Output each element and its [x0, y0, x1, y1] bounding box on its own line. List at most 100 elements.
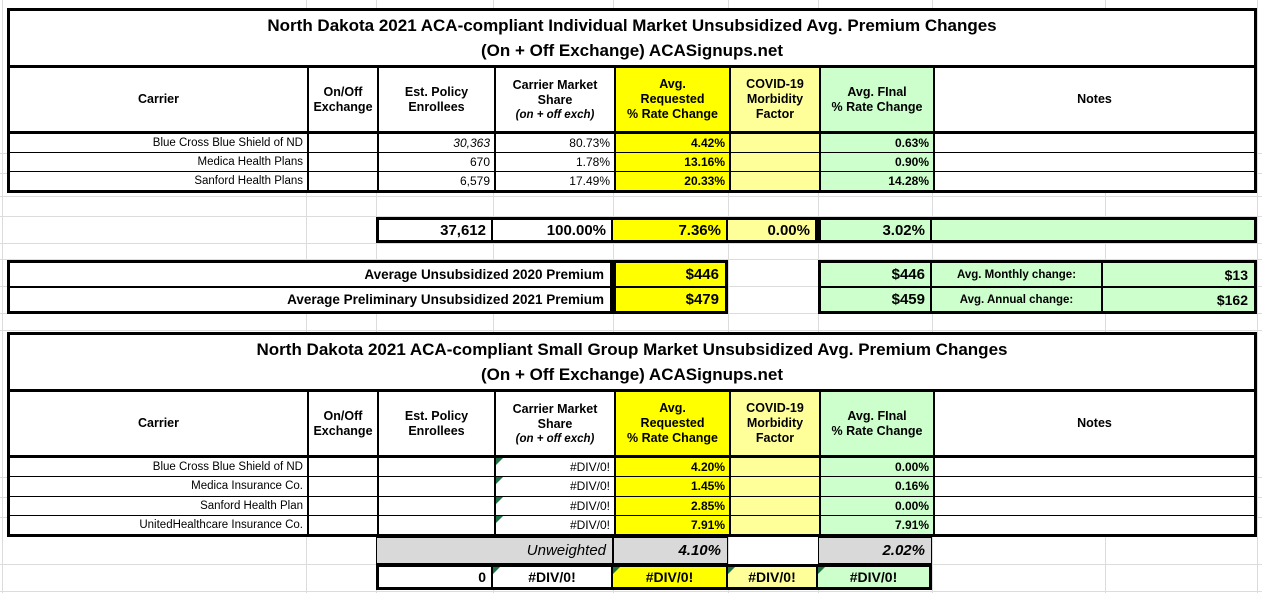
cell-final[interactable]: 0.16%	[821, 477, 935, 496]
cell-exchange[interactable]	[309, 172, 379, 190]
cell-exchange[interactable]	[309, 458, 379, 477]
error-indicator-icon	[493, 567, 500, 574]
cell-covid[interactable]	[731, 172, 821, 190]
title-line-1: North Dakota 2021 ACA-compliant Small Gr…	[256, 340, 1008, 359]
individual-market-table: North Dakota 2021 ACA-compliant Individu…	[7, 8, 1257, 193]
annual-change-label[interactable]: Avg. Annual change:	[932, 288, 1103, 311]
error-indicator-icon	[613, 567, 620, 574]
cell-requested[interactable]: 4.20%	[616, 458, 731, 477]
cell-enrollees[interactable]	[379, 496, 496, 515]
unweighted-label-cell[interactable]: Unweighted	[376, 537, 613, 564]
cell-notes[interactable]	[935, 458, 1254, 476]
cell-requested[interactable]: 20.33%	[616, 172, 731, 190]
cell-market-share[interactable]: #DIV/0!	[496, 496, 616, 515]
cell-final[interactable]: 0.90%	[821, 153, 935, 171]
header-onoff-exchange: On/Off Exchange	[309, 392, 379, 455]
cell-enrollees[interactable]	[379, 477, 496, 496]
cell-market-share[interactable]: 17.49%	[496, 172, 616, 190]
header-share-sub: (on + off exch)	[515, 432, 595, 445]
totals-covid[interactable]: #DIV/0!	[728, 567, 818, 587]
individual-totals-box: 37,612 100.00% 7.36% 0.00%	[376, 217, 818, 243]
cell-covid[interactable]	[731, 458, 821, 477]
cell-notes[interactable]	[935, 516, 1254, 534]
totals-final[interactable]: #DIV/0!	[818, 567, 929, 587]
cell-market-share[interactable]: #DIV/0!	[496, 477, 616, 496]
cell-covid[interactable]	[731, 496, 821, 515]
premium-2021-final[interactable]: $459	[821, 288, 932, 311]
small-group-table: North Dakota 2021 ACA-compliant Small Gr…	[7, 332, 1257, 537]
premium-2021-label[interactable]: Average Preliminary Unsubsidized 2021 Pr…	[287, 292, 604, 307]
totals-requested[interactable]: 7.36%	[613, 220, 728, 240]
cell-covid[interactable]	[731, 134, 821, 152]
totals-enrollees[interactable]: 0	[379, 567, 493, 587]
totals-final[interactable]: 3.02%	[821, 220, 932, 240]
cell-carrier[interactable]: Medica Insurance Co.	[10, 477, 309, 496]
cell-exchange[interactable]	[309, 496, 379, 515]
cell-enrollees[interactable]	[379, 458, 496, 477]
header-carrier: Carrier	[10, 392, 309, 455]
cell-market-share[interactable]: 80.73%	[496, 134, 616, 152]
totals-enrollees[interactable]: 37,612	[379, 220, 493, 240]
cell-requested[interactable]: 13.16%	[616, 153, 731, 171]
cell-notes[interactable]	[935, 134, 1254, 152]
cell-exchange[interactable]	[309, 153, 379, 171]
cell-carrier[interactable]: Blue Cross Blue Shield of ND	[10, 134, 309, 152]
premium-2020-value[interactable]: $446	[685, 266, 719, 283]
cell-carrier[interactable]: Sanford Health Plans	[10, 172, 309, 190]
cell-value: #DIV/0!	[569, 498, 610, 513]
cell-enrollees[interactable]: 6,579	[379, 172, 496, 190]
cell-market-share[interactable]: #DIV/0!	[496, 458, 616, 477]
cell-covid[interactable]	[731, 515, 821, 534]
cell-carrier[interactable]: Medica Health Plans	[10, 153, 309, 171]
title-line-2: (On + Off Exchange) ACASignups.net	[480, 41, 784, 60]
header-onoff-exchange: On/Off Exchange	[309, 68, 379, 131]
cell-notes[interactable]	[935, 172, 1254, 190]
totals-covid[interactable]: 0.00%	[728, 220, 815, 240]
cell-market-share[interactable]: 1.78%	[496, 153, 616, 171]
cell-requested[interactable]: 2.85%	[616, 496, 731, 515]
title-line-1: North Dakota 2021 ACA-compliant Individu…	[267, 16, 997, 35]
totals-notes[interactable]	[932, 220, 1254, 240]
cell-exchange[interactable]	[309, 477, 379, 496]
cell-covid[interactable]	[731, 153, 821, 171]
cell-notes[interactable]	[935, 477, 1254, 495]
cell-final[interactable]: 7.91%	[821, 515, 935, 534]
cell-carrier[interactable]: Blue Cross Blue Shield of ND	[10, 458, 309, 477]
unweighted-requested-cell[interactable]: 4.10%	[613, 537, 728, 564]
premium-2020-label[interactable]: Average Unsubsidized 2020 Premium	[364, 267, 604, 282]
cell-notes[interactable]	[935, 497, 1254, 515]
premium-2020-final[interactable]: $446	[821, 263, 932, 286]
cell-requested[interactable]: 7.91%	[616, 515, 731, 534]
unweighted-final-cell[interactable]: 2.02%	[818, 537, 932, 564]
header-carrier: Carrier	[10, 68, 309, 131]
totals-market-share[interactable]: 100.00%	[493, 220, 613, 240]
gridline	[0, 259, 1262, 260]
cell-final[interactable]: 0.63%	[821, 134, 935, 152]
totals-market-share[interactable]: #DIV/0!	[493, 567, 613, 587]
cell-carrier[interactable]: UnitedHealthcare Insurance Co.	[10, 515, 309, 534]
cell-enrollees[interactable]: 30,363	[379, 134, 496, 152]
premium-2021-value[interactable]: $479	[685, 291, 719, 308]
annual-change-value[interactable]: $162	[1216, 291, 1248, 308]
cell-carrier[interactable]: Sanford Health Plan	[10, 496, 309, 515]
cell-market-share[interactable]: #DIV/0!	[496, 515, 616, 534]
gridline	[0, 196, 1262, 197]
header-carrier-market-share: Carrier Market Share (on + off exch)	[496, 68, 616, 131]
monthly-change-label[interactable]: Avg. Monthly change:	[932, 263, 1103, 286]
cell-enrollees[interactable]	[379, 515, 496, 534]
cell-requested[interactable]: 1.45%	[616, 477, 731, 496]
monthly-change-value[interactable]: $13	[1224, 266, 1248, 283]
totals-requested[interactable]: #DIV/0!	[613, 567, 728, 587]
cell-enrollees[interactable]: 670	[379, 153, 496, 171]
cell-notes[interactable]	[935, 153, 1254, 171]
cell-requested[interactable]: 4.42%	[616, 134, 731, 152]
cell-covid[interactable]	[731, 477, 821, 496]
cell-final[interactable]: 0.00%	[821, 496, 935, 515]
cell-exchange[interactable]	[309, 134, 379, 152]
header-est-policy-enrollees: Est. Policy Enrollees	[379, 68, 496, 131]
cell-final[interactable]: 0.00%	[821, 458, 935, 477]
table-row: Blue Cross Blue Shield of ND #DIV/0! 4.2…	[10, 458, 1254, 478]
cell-exchange[interactable]	[309, 515, 379, 534]
header-covid-morbidity: COVID-19 Morbidity Factor	[731, 392, 821, 455]
cell-final[interactable]: 14.28%	[821, 172, 935, 190]
